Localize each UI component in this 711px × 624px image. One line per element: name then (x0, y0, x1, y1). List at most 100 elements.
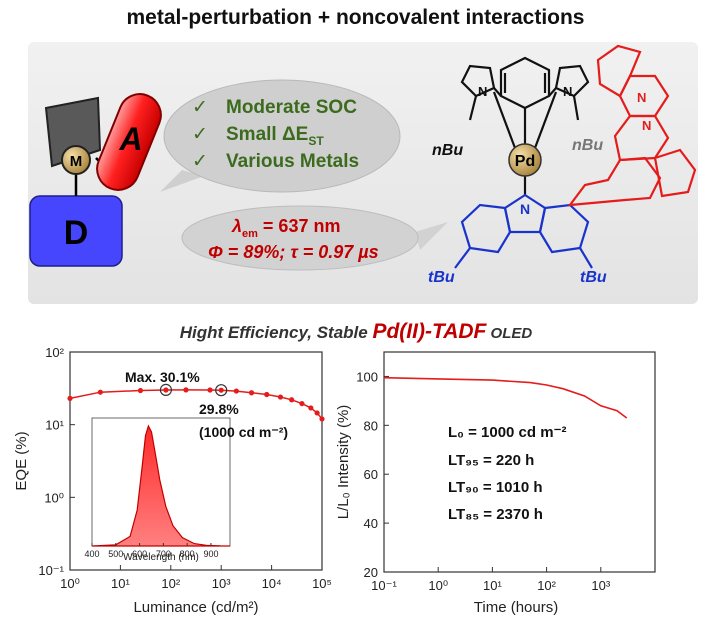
ligand-shape (44, 96, 102, 168)
feature-bubble: ✓ Moderate SOC ✓ Small ΔEST ✓ Various Me… (160, 79, 401, 193)
lifetime-chart: 20 40 60 80 100 10⁻¹ 10⁰ 10¹ 10² 10³ L/L₀ Intens… (335, 351, 656, 616)
eqe-y-tick-label: 10¹ (45, 418, 64, 433)
pd-label: Pd (515, 153, 535, 170)
subtitle-part1: Hight Efficiency, Stable (180, 323, 373, 342)
eqe-max-annotation: Max. 30.1% (125, 369, 200, 385)
eqe-x-tick-label: 10² (161, 576, 180, 591)
figure-title: metal-perturbation + noncovalent interac… (126, 6, 585, 29)
feature-2-text: Small ΔE (226, 124, 308, 145)
eqe-point (289, 397, 295, 403)
lifetime-curve (383, 376, 628, 419)
eqe-y-tick-label: 10⁰ (44, 490, 64, 505)
lambda-value: = 637 nm (258, 216, 341, 236)
eqe-1000-annotation: 29.8% (199, 401, 239, 417)
life-x-tick-label: 10⁻¹ (371, 578, 397, 593)
spectrum-area (91, 424, 231, 547)
donor-label: D (64, 214, 89, 252)
eqe-point (207, 387, 213, 393)
inset-x-axis-label: Wavelength (nm) (123, 552, 199, 563)
eqe-point (137, 387, 144, 394)
feature-check-2: ✓ (192, 123, 208, 145)
life-lt95-label: LT₉₅ = 220 h (448, 452, 534, 469)
eqe-y-tick-label: 10⁻¹ (38, 563, 64, 578)
n-label-phenazine-1: N (637, 90, 646, 105)
feature-check-3: ✓ (192, 150, 208, 172)
lambda-symbol: λ (231, 216, 242, 236)
eqe-point (319, 416, 325, 422)
oled-subtitle: Hight Efficiency, Stable Pd(II)-TADF OLE… (180, 320, 533, 343)
life-x-tick-label: 10² (537, 578, 556, 593)
life-x-tick-label: 10³ (591, 578, 610, 593)
life-x-axis-label: Time (hours) (474, 599, 558, 616)
el-spectrum-inset: 400 500 600 700 800 900 Wavelength (nm) (84, 417, 231, 563)
life-x-tick-label: 10⁰ (428, 578, 448, 593)
life-y-tick-label: 80 (364, 418, 378, 433)
eqe-point (183, 387, 189, 393)
nbu-left-label: nBu (432, 142, 463, 159)
tbu-right-label: tBu (580, 269, 607, 286)
eqe-x-axis-label: Luminance (cd/m²) (133, 599, 258, 616)
emission-line-2: Φ = 89%; τ = 0.97 µs (208, 242, 379, 262)
tbu-left-label: tBu (428, 269, 455, 286)
eqe-highlight-ring (159, 383, 173, 396)
eqe-point (308, 405, 314, 411)
eqe-y-tick-label: 10² (45, 345, 64, 360)
molecule-labels: N N N N N nBu nBu tBu tBu (428, 84, 651, 286)
life-y-tick-label: 40 (364, 516, 378, 531)
eqe-x-tick-label: 10⁰ (60, 576, 80, 591)
eqe-highlight-ring (215, 384, 228, 397)
n-label-triazole-left: N (478, 84, 487, 99)
life-y-tick-label: 60 (364, 467, 378, 482)
eqe-point (264, 391, 270, 398)
eqe-x-tick-label: 10¹ (111, 576, 130, 591)
feature-3: Various Metals (226, 151, 359, 172)
metal-label: M (70, 153, 83, 170)
subtitle-part2: Pd(II)-TADF (372, 320, 487, 343)
life-y-axis-label: L/L₀ Intensity (%) (335, 405, 352, 520)
inset-x-tick-label: 500 (108, 549, 123, 559)
feature-2-sub: ST (308, 134, 324, 148)
life-lt90-label: LT₉₀ = 1010 h (448, 479, 543, 496)
inset-x-tick-label: 400 (84, 549, 99, 559)
eqe-point (163, 387, 169, 393)
eqe-point (299, 400, 305, 407)
eqe-x-tick-label: 10⁴ (262, 576, 282, 591)
life-x-tick-label: 10¹ (483, 578, 502, 593)
eqe-point (314, 410, 320, 416)
inset-x-tick-label: 900 (203, 549, 218, 559)
eqe-curve (69, 389, 323, 420)
life-y-tick-label: 20 (364, 565, 378, 580)
subtitle-part3: OLED (486, 325, 532, 342)
life-l0-label: L₀ = 1000 cd m⁻² (448, 424, 566, 441)
n-label-carbazole: N (520, 201, 530, 217)
feature-1: Moderate SOC (226, 97, 357, 118)
n-label-triazole-right: N (563, 84, 572, 99)
life-y-tick-label: 100 (356, 369, 378, 384)
emission-bubble: λem = 637 nm Φ = 89%; τ = 0.97 µs (181, 205, 448, 271)
eqe-x-tick-label: 10⁵ (312, 576, 332, 591)
pd-complex-structure (454, 44, 697, 269)
inset-x-tick-label: 800 (180, 549, 195, 559)
feature-check-1: ✓ (192, 96, 208, 118)
pd-atom (508, 143, 542, 177)
nbu-right-label: nBu (572, 137, 603, 154)
metal-center (61, 145, 91, 175)
acceptor-pill (96, 93, 162, 191)
life-lt85-label: LT₈₅ = 2370 h (448, 506, 543, 523)
feature-2: Small ΔEST (226, 124, 324, 148)
acceptor-label: A (118, 121, 142, 157)
eqe-y-axis-label: EQE (%) (13, 431, 30, 490)
eqe-x-tick-label: 10³ (212, 576, 231, 591)
eqe-point (97, 389, 103, 395)
eqe-point (67, 395, 73, 401)
lambda-sub: em (242, 228, 258, 240)
eqe-point (248, 390, 255, 396)
eqe-point (233, 388, 239, 394)
dma-cartoon: D M A (29, 93, 162, 267)
eqe-1000-condition: (1000 cd m⁻²) (199, 424, 288, 440)
inset-x-tick-label: 600 (132, 549, 147, 559)
emission-line-1: λem = 637 nm (231, 216, 340, 240)
n-label-phenazine-2: N (642, 118, 651, 133)
